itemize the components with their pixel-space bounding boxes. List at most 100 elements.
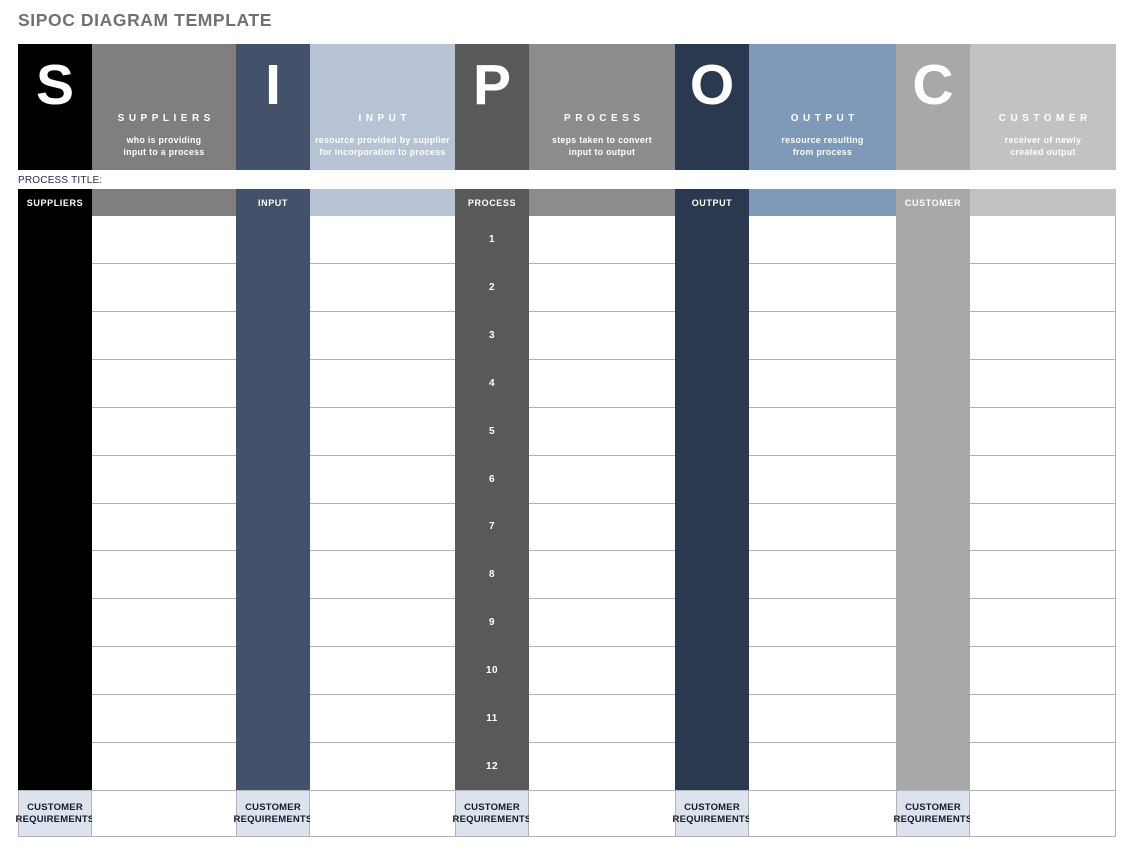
column-header-label-output: OUTPUT	[691, 197, 733, 208]
table-footer-row: CUSTOMER REQUIREMENTS CUSTOMER REQUIREMENTS…	[15, 790, 1117, 837]
requirements-entry-cell-suppliers[interactable]	[92, 790, 236, 837]
suppliers-cell-row-2[interactable]	[92, 264, 236, 312]
suppliers-cell-row-9[interactable]	[92, 599, 236, 648]
banner-desc-block-suppliers: SUPPLIERS who is providing input to a proc…	[92, 44, 236, 170]
process-step-6: 6	[488, 473, 496, 485]
suppliers-cell-row-11[interactable]	[92, 695, 236, 744]
output-cell-row-10[interactable]	[749, 647, 896, 696]
process-cell-row-8[interactable]	[529, 551, 675, 600]
suppliers-cell-row-1[interactable]	[92, 216, 236, 264]
requirements-entry-cell-output[interactable]	[749, 790, 896, 837]
output-cell-row-5[interactable]	[749, 408, 896, 456]
customer-cell-row-2[interactable]	[970, 263, 1116, 312]
suppliers-cell-row-6[interactable]	[92, 456, 236, 504]
suppliers-cell-row-7[interactable]	[92, 504, 236, 552]
banner-letter-customer: C	[912, 53, 954, 117]
output-cell-row-11[interactable]	[749, 695, 896, 744]
customer-cell-row-10[interactable]	[970, 647, 1116, 696]
process-cell-row-6[interactable]	[529, 456, 675, 504]
requirements-entry-cell-input[interactable]	[310, 790, 455, 837]
process-cell-row-11[interactable]	[529, 695, 675, 744]
customer-cell-row-4[interactable]	[970, 359, 1116, 408]
customer-cell-row-11[interactable]	[970, 695, 1116, 744]
banner-letter-block-suppliers: S	[18, 44, 92, 170]
customer-cell-row-6[interactable]	[970, 455, 1116, 504]
process-cell-row-7[interactable]	[529, 504, 675, 552]
process-cell-row-10[interactable]	[529, 647, 675, 696]
column-header-input: INPUT	[236, 189, 310, 216]
input-cell-row-5[interactable]	[310, 408, 455, 456]
banner-desc-block-customer: CUSTOMER receiver of newly created output	[970, 44, 1116, 170]
customer-cell-row-1[interactable]	[970, 216, 1116, 264]
output-cell-row-1[interactable]	[749, 216, 896, 264]
customer-cell-row-12[interactable]	[970, 743, 1116, 791]
column-suppliers	[18, 216, 92, 790]
suppliers-cell-row-3[interactable]	[92, 312, 236, 360]
suppliers-cell-row-10[interactable]	[92, 647, 236, 696]
requirements-entry-cell-process[interactable]	[529, 790, 675, 837]
entry-column-suppliers	[92, 216, 236, 790]
banner-desc-line: from process	[792, 146, 853, 157]
output-cell-row-7[interactable]	[749, 504, 896, 552]
customer-cell-row-9[interactable]	[970, 599, 1116, 648]
process-cell-row-4[interactable]	[529, 360, 675, 408]
suppliers-cell-row-4[interactable]	[92, 360, 236, 408]
column-header-process: PROCESS	[455, 189, 529, 216]
customer-cell-row-3[interactable]	[970, 311, 1116, 360]
banner-letter-block-input: I	[236, 44, 310, 170]
customer-cell-row-8[interactable]	[970, 551, 1116, 600]
banner-section-title-customer: CUSTOMER	[998, 113, 1092, 124]
input-cell-row-12[interactable]	[310, 743, 455, 790]
customer-requirements-label-line: REQUIREMENTS	[15, 813, 95, 825]
input-cell-row-9[interactable]	[310, 599, 455, 648]
banner-letter-block-output: O	[675, 44, 749, 170]
process-cell-row-2[interactable]	[529, 264, 675, 312]
banner-desc-line: created output	[1010, 146, 1076, 157]
banner-desc-line: who is providing	[126, 135, 202, 145]
output-cell-row-12[interactable]	[749, 743, 896, 790]
input-cell-row-3[interactable]	[310, 312, 455, 360]
output-cell-row-2[interactable]	[749, 264, 896, 312]
process-cell-row-1[interactable]	[529, 216, 675, 264]
output-cell-row-3[interactable]	[749, 312, 896, 360]
process-cell-row-9[interactable]	[529, 599, 675, 648]
banner-desc-line: resource resulting	[781, 135, 864, 145]
input-cell-row-4[interactable]	[310, 360, 455, 408]
suppliers-cell-row-5[interactable]	[92, 408, 236, 456]
entry-column-process	[529, 216, 675, 790]
suppliers-cell-row-12[interactable]	[92, 743, 236, 790]
process-step-3: 3	[488, 330, 496, 342]
banner-section-description-output: resource resulting from process	[781, 135, 863, 158]
table-header-row: SUPPLIERS INPUT PROCESS OUTPUT CUSTOMER	[18, 189, 1117, 216]
process-cell-row-5[interactable]	[529, 408, 675, 456]
output-cell-row-9[interactable]	[749, 599, 896, 648]
customer-requirements-label-line: CUSTOMER	[245, 802, 301, 813]
column-header-suppliers: SUPPLIERS	[18, 189, 92, 216]
output-cell-row-8[interactable]	[749, 551, 896, 600]
input-cell-row-6[interactable]	[310, 456, 455, 504]
suppliers-cell-row-8[interactable]	[92, 551, 236, 600]
input-cell-row-8[interactable]	[310, 551, 455, 600]
banner-desc-line: steps taken to convert	[552, 135, 652, 145]
input-cell-row-11[interactable]	[310, 695, 455, 744]
input-cell-row-1[interactable]	[310, 216, 455, 264]
banner-section-description-input: resource provided by supplier for incorpo…	[315, 135, 450, 158]
process-title-field[interactable]	[102, 174, 1117, 187]
input-cell-row-10[interactable]	[310, 647, 455, 696]
customer-requirements-cell-output: CUSTOMER REQUIREMENTS	[673, 790, 751, 837]
output-cell-row-6[interactable]	[749, 456, 896, 504]
customer-cell-row-5[interactable]	[970, 407, 1116, 456]
banner-desc-line: input to output	[568, 146, 636, 157]
banner-desc-line: receiver of newly	[1004, 135, 1082, 145]
process-cell-row-3[interactable]	[529, 312, 675, 360]
banner-section-title-suppliers: SUPPLIERS	[117, 113, 215, 124]
process-cell-row-12[interactable]	[529, 743, 675, 790]
requirements-entry-cell-customer[interactable]	[970, 790, 1116, 837]
process-step-7: 7	[488, 521, 496, 533]
input-cell-row-2[interactable]	[310, 264, 455, 312]
input-cell-row-7[interactable]	[310, 504, 455, 552]
customer-cell-row-7[interactable]	[970, 503, 1116, 552]
column-header-spacer-customer	[970, 189, 1116, 216]
output-cell-row-4[interactable]	[749, 360, 896, 408]
